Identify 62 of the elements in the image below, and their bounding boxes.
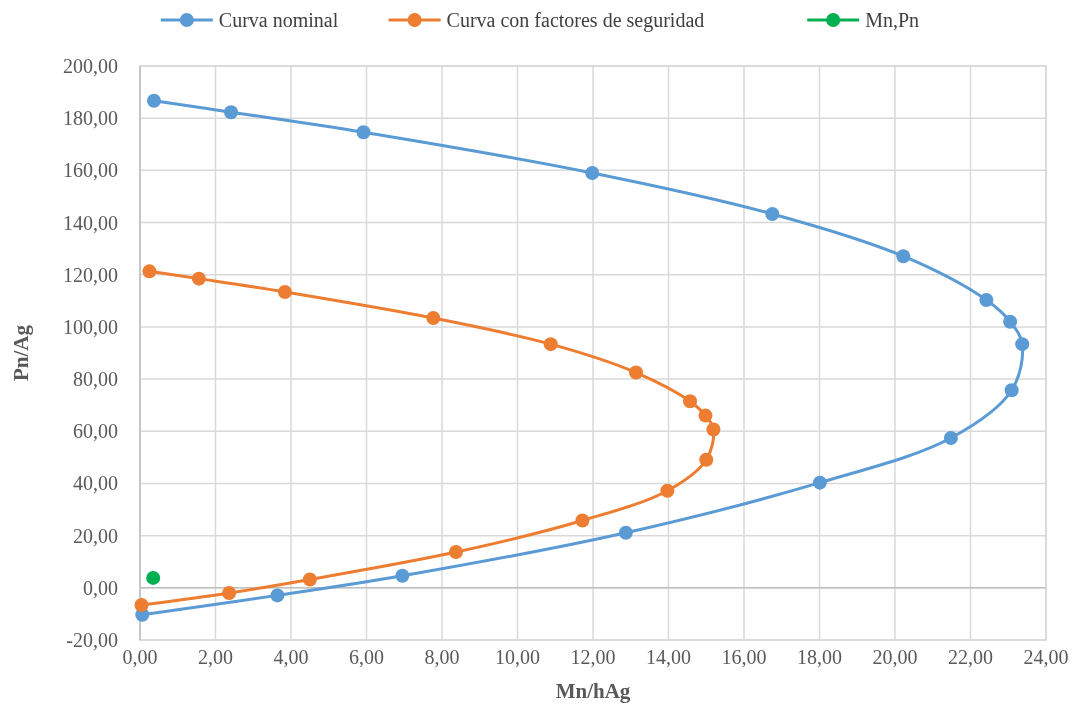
y-tick-label: 200,00 xyxy=(63,55,118,77)
legend-label: Mn,Pn xyxy=(865,9,920,31)
point xyxy=(395,568,410,583)
x-tick-label: 18,00 xyxy=(797,646,842,668)
point xyxy=(134,598,149,613)
point xyxy=(1004,383,1019,398)
y-axis-title: Pn/Ag xyxy=(9,324,33,382)
point xyxy=(765,206,780,221)
x-tick-label: 6,00 xyxy=(349,646,384,668)
x-tick-label: 0,00 xyxy=(122,646,158,668)
x-axis-title: Mn/hAg xyxy=(555,679,631,703)
point xyxy=(629,365,644,380)
point xyxy=(979,293,994,308)
point xyxy=(699,452,714,467)
y-tick-label: -20,00 xyxy=(66,629,118,651)
point xyxy=(146,570,161,585)
y-tick-label: 160,00 xyxy=(63,159,118,182)
point xyxy=(698,408,713,423)
point xyxy=(142,264,157,279)
x-tick-label: 12,00 xyxy=(570,646,616,668)
point xyxy=(943,431,958,446)
point xyxy=(812,475,827,490)
point xyxy=(223,105,238,120)
x-tick-label: 10,00 xyxy=(495,646,540,668)
x-tick-label: 8,00 xyxy=(424,646,460,668)
x-tick-label: 2,00 xyxy=(198,646,233,668)
point xyxy=(191,271,206,286)
point xyxy=(543,337,558,352)
x-tick-label: 14,00 xyxy=(646,646,691,668)
x-tick-label: 20,00 xyxy=(872,646,918,668)
x-tick-label: 24,00 xyxy=(1023,646,1069,668)
point xyxy=(302,572,317,587)
x-tick-label: 16,00 xyxy=(721,646,767,668)
y-tick-label: 140,00 xyxy=(63,211,118,234)
point xyxy=(1015,337,1030,352)
point xyxy=(356,125,371,140)
point xyxy=(146,93,161,108)
y-tick-label: 40,00 xyxy=(73,472,118,495)
y-tick-label: 100,00 xyxy=(63,315,118,338)
y-tick-label: 0,00 xyxy=(83,576,118,599)
point xyxy=(270,588,285,603)
y-tick-label: 120,00 xyxy=(63,263,118,286)
point xyxy=(426,311,441,326)
point xyxy=(448,545,463,560)
point xyxy=(683,394,698,409)
y-tick-label: 20,00 xyxy=(73,524,118,547)
point xyxy=(222,586,237,601)
legend-label: Curva nominal xyxy=(218,9,339,31)
x-tick-label: 4,00 xyxy=(273,646,309,668)
point xyxy=(706,422,721,437)
point xyxy=(277,284,292,299)
point xyxy=(575,513,590,528)
point xyxy=(618,525,633,540)
point xyxy=(896,249,911,264)
x-tick-label: 22,00 xyxy=(948,646,993,668)
point xyxy=(660,483,675,498)
y-tick-label: 80,00 xyxy=(73,368,118,391)
y-tick-label: 180,00 xyxy=(63,107,118,130)
y-tick-label: 60,00 xyxy=(73,420,118,443)
legend-label: Curva con factores de seguridad xyxy=(446,9,705,32)
point xyxy=(585,165,600,180)
point xyxy=(1003,314,1018,329)
